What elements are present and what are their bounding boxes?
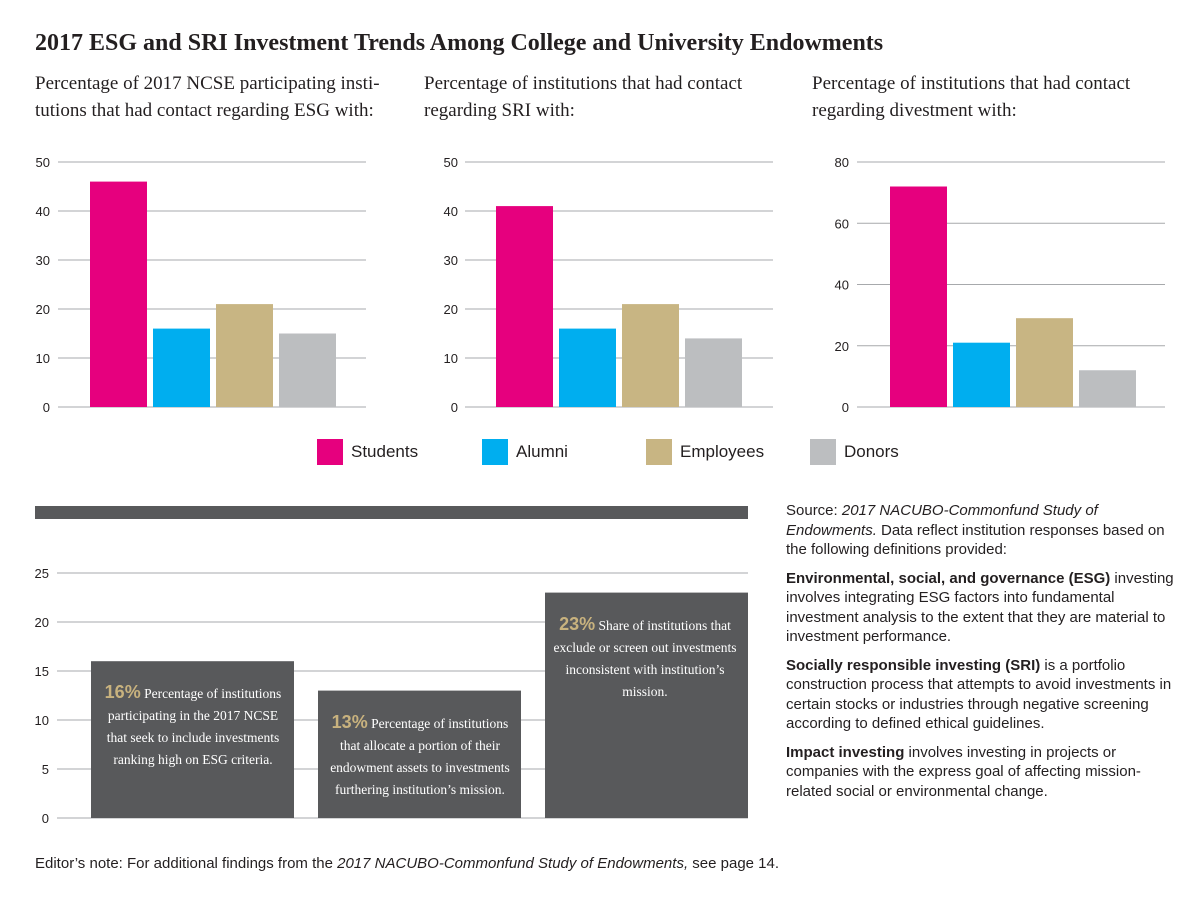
esg-y-tick-label: 30	[36, 253, 50, 268]
callout-esg-pct: 16%	[104, 682, 141, 703]
legend-item-donors: Donors	[810, 438, 899, 466]
esg-bar-students	[90, 181, 147, 407]
sri-y-tick-label: 40	[444, 204, 458, 219]
editor-note-study: 2017 NACUBO-Commonfund Study of Endowmen…	[337, 855, 689, 872]
definition-esg-term: Environmental, social, and governance (E…	[786, 569, 1111, 587]
legend-item-alumni: Alumni	[482, 438, 568, 466]
sri-y-tick-label: 10	[444, 351, 458, 366]
esg-y-tick-label: 0	[43, 400, 50, 415]
esg-y-tick-label: 20	[36, 302, 50, 317]
divestment-bar-students	[890, 186, 947, 407]
editor-note: Editor’s note: For additional findings f…	[35, 855, 779, 872]
definition-impact-term: Impact investing	[786, 743, 905, 761]
sri-bar-alumni	[559, 328, 616, 407]
mission-y-tick-label: 0	[42, 811, 49, 826]
mission-y-tick-label: 5	[42, 762, 49, 777]
legend-label-employees: Employees	[680, 442, 765, 461]
definition-esg: Environmental, social, and governance (E…	[786, 569, 1186, 647]
page-title: 2017 ESG and SRI Investment Trends Among…	[35, 30, 884, 56]
callout-impact-pct: 13%	[331, 711, 368, 732]
divestment-y-tick-label: 60	[835, 216, 849, 231]
divestment-bar-employees	[1016, 318, 1073, 407]
sri-y-tick-label: 50	[444, 155, 458, 170]
source-notes: Source: 2017 NACUBO-Commonfund Study of …	[786, 501, 1186, 810]
sri-bar-employees	[622, 304, 679, 407]
callout-sri-text: Share of institutions that exclude or sc…	[553, 617, 737, 699]
sri-bar-students	[496, 206, 553, 407]
legend: Students Alumni Employees Donors	[0, 438, 1200, 468]
legend-label-alumni: Alumni	[516, 442, 568, 461]
divestment-y-tick-label: 20	[835, 339, 849, 354]
divestment-y-tick-label: 80	[835, 155, 849, 170]
sri-y-tick-label: 0	[451, 400, 458, 415]
callout-esg-text: Percentage of institutions participating…	[106, 686, 282, 768]
callout-impact: 13% Percentage of institutions that allo…	[320, 711, 520, 801]
mission-y-tick-label: 15	[35, 664, 49, 679]
sri-chart-title: Percentage of institutions that had cont…	[424, 73, 743, 121]
esg-y-tick-label: 40	[36, 204, 50, 219]
legend-swatch-employees	[646, 439, 672, 465]
esg-bar-alumni	[153, 328, 210, 407]
editor-note-before: Editor’s note: For additional findings f…	[35, 855, 338, 872]
esg-y-tick-label: 10	[36, 351, 50, 366]
esg-bar-employees	[216, 304, 273, 407]
mission-chart-header-bar	[35, 506, 748, 519]
legend-swatch-alumni	[482, 439, 508, 465]
mission-bar-impact	[318, 690, 521, 818]
callout-esg: 16% Percentage of institutions participa…	[98, 681, 288, 771]
editor-note-after: see page 14.	[688, 855, 780, 872]
sri-bar-donors	[685, 338, 742, 407]
legend-item-students: Students	[317, 438, 418, 466]
sri-y-tick-label: 20	[444, 302, 458, 317]
source-after: Data reflect institution responses based…	[786, 521, 1165, 559]
mission-bar-sri	[545, 592, 748, 818]
divestment-y-tick-label: 0	[842, 400, 849, 415]
divestment-chart-title: Percentage of institutions that had cont…	[812, 73, 1131, 121]
mission-y-tick-label: 25	[35, 566, 49, 581]
source-line: Source: 2017 NACUBO-Commonfund Study of …	[786, 501, 1186, 560]
definition-esg-text: investing involves integrating ESG facto…	[786, 569, 1174, 646]
mission-y-tick-label: 10	[35, 713, 49, 728]
divestment-y-tick-label: 40	[835, 278, 849, 293]
esg-bar-donors	[279, 333, 336, 407]
callout-sri: 23% Share of institutions that exclude o…	[550, 613, 740, 703]
divestment-bar-alumni	[953, 342, 1010, 407]
legend-label-students: Students	[351, 442, 419, 461]
callout-impact-text: Percentage of institutions that allocate…	[330, 715, 510, 797]
legend-swatch-donors	[810, 439, 836, 465]
legend-label-donors: Donors	[844, 442, 899, 461]
esg-chart-title: Percentage of 2017 NCSE participating in…	[35, 73, 380, 121]
definition-impact-text: involves investing in projects or compan…	[786, 743, 1141, 800]
callout-sri-pct: 23%	[559, 613, 596, 634]
definition-sri-term: Socially responsible investing (SRI)	[786, 656, 1041, 674]
sri-y-tick-label: 30	[444, 253, 458, 268]
legend-swatch-students	[317, 439, 343, 465]
divestment-bar-donors	[1079, 370, 1136, 407]
source-label: Source:	[786, 502, 842, 519]
legend-item-employees: Employees	[646, 438, 764, 466]
definition-sri: Socially responsible investing (SRI) is …	[786, 656, 1186, 734]
esg-y-tick-label: 50	[36, 155, 50, 170]
mission-bar-esg	[91, 661, 294, 818]
definition-sri-text: is a portfolio construction process that…	[786, 656, 1172, 733]
source-study: 2017 NACUBO-Commonfund Study of Endowmen…	[786, 502, 1098, 539]
mission-y-tick-label: 20	[35, 615, 49, 630]
definition-impact: Impact investing involves investing in p…	[786, 743, 1186, 802]
